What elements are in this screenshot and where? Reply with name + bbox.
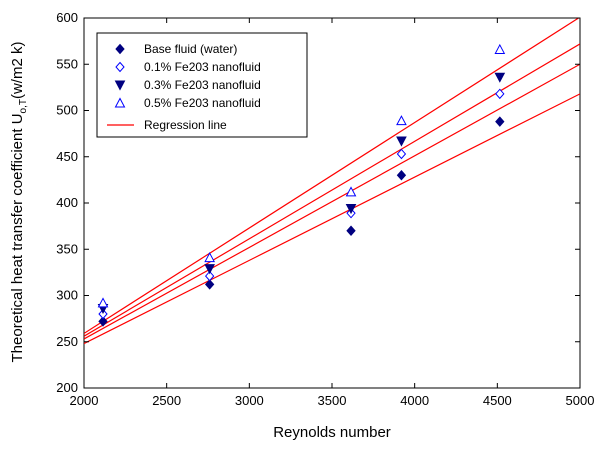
y-tick-label: 450 <box>56 149 78 164</box>
data-point-0-5-fe203-nanofluid <box>204 252 215 263</box>
data-point-0-5-fe203-nanofluid <box>396 115 407 126</box>
legend-marker-filled-diamond <box>115 43 125 55</box>
x-tick-label: 2500 <box>152 393 181 408</box>
x-axis-title: Reynolds number <box>273 424 391 441</box>
y-tick-label: 400 <box>56 195 78 210</box>
legend-item-regression: Regression line <box>107 118 227 132</box>
x-tick-label: 4000 <box>400 393 429 408</box>
legend-item-0-3-percent: 0.3% Fe203 nanofluid <box>114 78 261 92</box>
legend-item-base-fluid: Base fluid (water) <box>115 42 237 56</box>
x-tick-label: 5000 <box>566 393 595 408</box>
data-point-0-3-fe203-nanofluid <box>494 72 506 83</box>
legend-marker-open-diamond <box>115 61 125 73</box>
data-point-0-1-fe203-nanofluid <box>495 88 505 100</box>
legend-label-0-1-percent: 0.1% Fe203 nanofluid <box>144 60 261 74</box>
legend: Base fluid (water) 0.1% Fe203 nanofluid … <box>96 32 308 138</box>
x-tick-label: 4500 <box>483 393 512 408</box>
data-point-0-1-fe203-nanofluid <box>204 270 215 282</box>
y-tick-label: 200 <box>56 380 78 395</box>
regression-line-0-5-fe203-nanofluid <box>84 18 580 334</box>
legend-label-0-5-percent: 0.5% Fe203 nanofluid <box>144 96 261 110</box>
y-tick-label: 350 <box>56 241 78 256</box>
regression-line-0-1-fe203-nanofluid <box>84 63 580 340</box>
y-tick-label: 500 <box>56 103 78 118</box>
data-point-0-5-fe203-nanofluid <box>97 297 109 308</box>
y-axis-title: Theoretical heat transfer coefficient Uo… <box>9 42 29 363</box>
legend-marker-filled-triangle-down <box>114 80 126 91</box>
data-point-base-fluid-water <box>98 316 108 327</box>
regression-line-base-fluid-water <box>84 93 580 345</box>
data-point-base-fluid-water <box>396 169 407 181</box>
x-tick-label: 3500 <box>318 393 347 408</box>
data-point-0-3-fe203-nanofluid <box>204 264 215 275</box>
y-axis-title-prefix: Theoretical heat transfer coefficient U <box>9 113 26 362</box>
data-point-0-5-fe203-nanofluid <box>345 186 357 197</box>
legend-label-base-fluid: Base fluid (water) <box>144 42 237 56</box>
y-tick-label: 550 <box>56 56 78 71</box>
data-point-0-5-fe203-nanofluid <box>494 43 506 54</box>
y-axis-title-suffix: (w/m2 k) <box>9 42 26 100</box>
x-tick-label: 3000 <box>235 393 264 408</box>
legend-symbol-0-3-fe203-nanofluid <box>114 80 126 91</box>
y-tick-label: 600 <box>56 10 78 25</box>
data-point-base-fluid-water <box>204 279 215 290</box>
y-tick-label: 300 <box>56 288 78 303</box>
legend-item-0-1-percent: 0.1% Fe203 nanofluid <box>115 60 261 74</box>
y-tick-label: 250 <box>56 334 78 349</box>
legend-label-0-3-percent: 0.3% Fe203 nanofluid <box>144 78 261 92</box>
legend-label-regression: Regression line <box>144 118 227 132</box>
legend-symbol-0-5-fe203-nanofluid <box>114 97 126 108</box>
legend-symbol-0-1-fe203-nanofluid <box>115 61 125 73</box>
data-point-base-fluid-water <box>495 116 505 127</box>
y-axis-title-subscript: o,T <box>18 99 29 113</box>
legend-box <box>96 32 308 138</box>
x-tick-label: 2000 <box>70 393 99 408</box>
data-point-0-1-fe203-nanofluid <box>396 148 407 160</box>
data-point-base-fluid-water <box>346 225 356 237</box>
data-point-0-3-fe203-nanofluid <box>345 204 357 215</box>
data-point-0-3-fe203-nanofluid <box>396 136 407 147</box>
legend-marker-open-triangle-up <box>114 97 126 108</box>
legend-item-0-5-percent: 0.5% Fe203 nanofluid <box>114 96 261 110</box>
legend-symbol-base-fluid-water <box>115 43 125 55</box>
